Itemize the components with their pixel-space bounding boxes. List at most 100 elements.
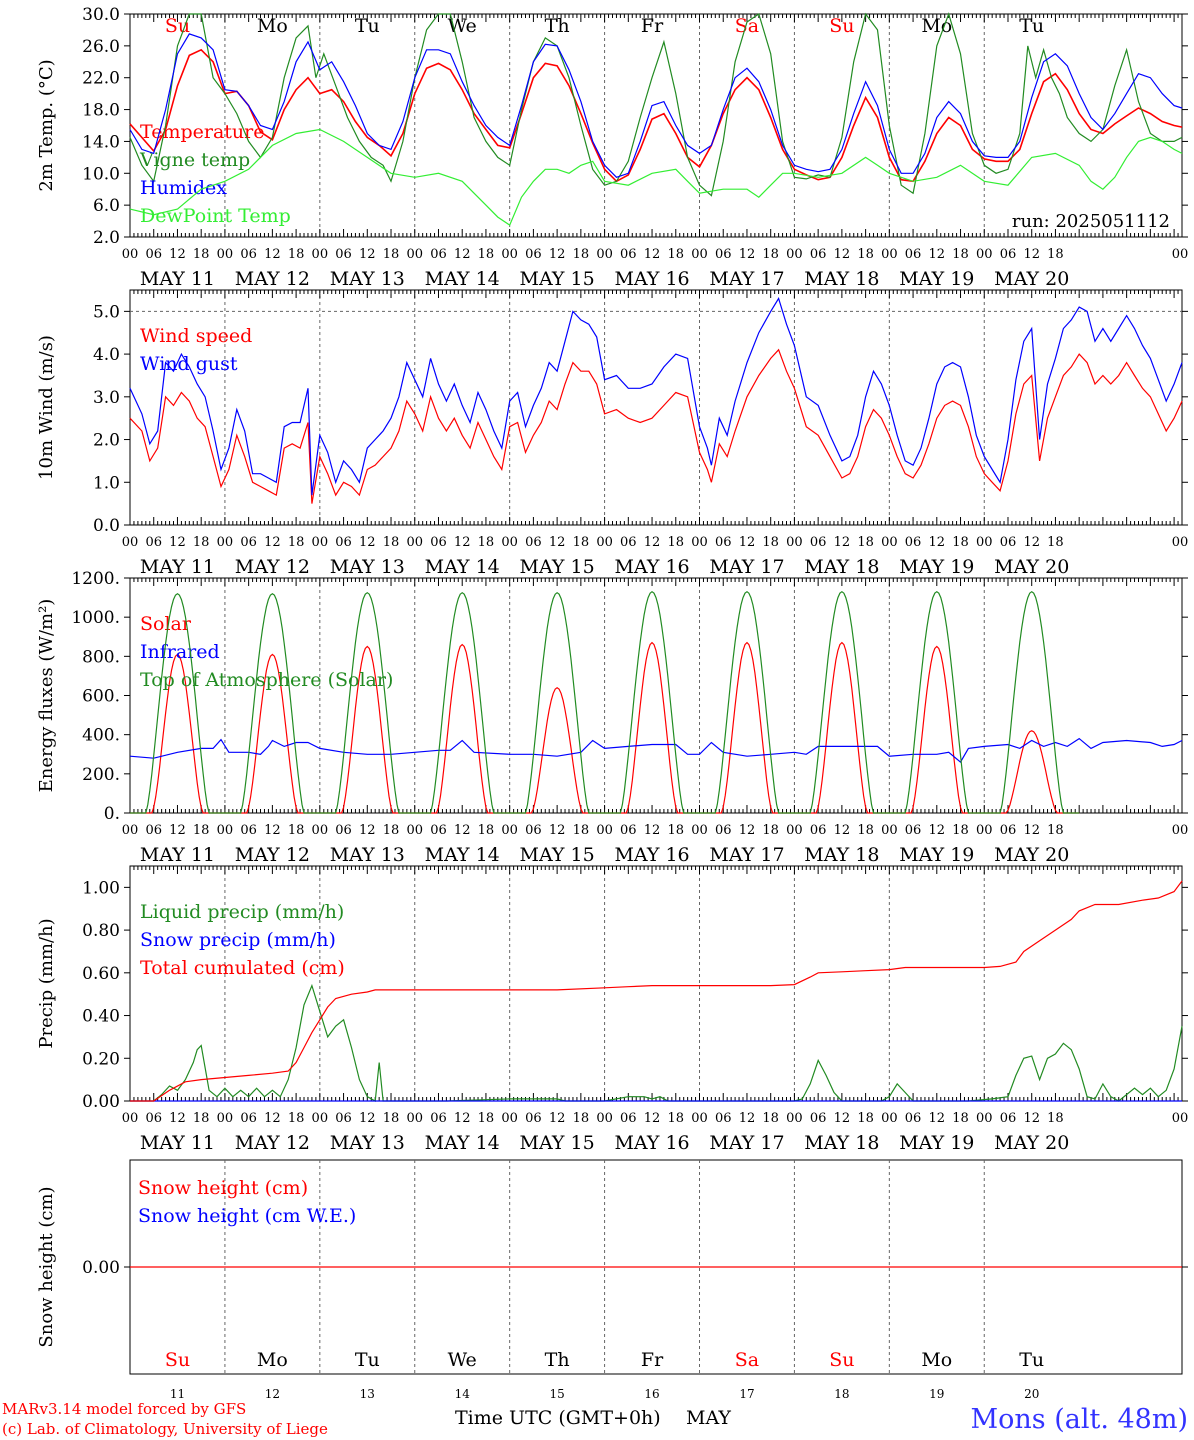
hour-label: 18 xyxy=(478,823,495,838)
hour-label: 12 xyxy=(929,247,946,262)
date-label: MAY 11 xyxy=(140,268,215,290)
hour-label: 18 xyxy=(857,823,874,838)
date-label: MAY 15 xyxy=(520,268,595,290)
date-label: MAY 19 xyxy=(899,1132,974,1154)
day-date-label: 11 xyxy=(170,1387,185,1401)
y-tick-label: 1000. xyxy=(71,608,120,628)
hour-label: 18 xyxy=(857,535,874,550)
date-label: MAY 16 xyxy=(614,268,689,290)
hour-label: 00 xyxy=(691,247,708,262)
hour-label: 00 xyxy=(406,247,423,262)
x-axis-title: Time UTC (GMT+0h) xyxy=(455,1407,661,1429)
hour-label: 12 xyxy=(549,535,566,550)
hour-label: 06 xyxy=(1000,247,1017,262)
y-tick-label: 0.60 xyxy=(82,964,120,984)
date-label: MAY 18 xyxy=(804,556,879,578)
date-label: MAY 16 xyxy=(614,556,689,578)
hour-label: 00 xyxy=(217,247,234,262)
date-label: MAY 12 xyxy=(235,556,310,578)
hour-label: 06 xyxy=(430,535,447,550)
hour-label: 06 xyxy=(335,535,352,550)
date-label: MAY 13 xyxy=(330,268,405,290)
date-label: MAY 13 xyxy=(330,556,405,578)
date-label: MAY 20 xyxy=(994,844,1069,866)
day-date-label: 15 xyxy=(549,1387,564,1401)
legend-entry: Snow height (cm) xyxy=(138,1177,308,1199)
series-infrared xyxy=(129,737,1183,764)
y-tick-label: 3.0 xyxy=(93,388,120,408)
hour-label: 00 xyxy=(691,823,708,838)
weekday-label: Sa xyxy=(735,15,759,37)
legend-entry: Infrared xyxy=(140,641,220,663)
weekday-label: Su xyxy=(829,1349,854,1371)
hour-label: 18 xyxy=(952,823,969,838)
day-date-label: 16 xyxy=(644,1387,659,1401)
legend-entry: DewPoint Temp xyxy=(140,205,291,227)
hour-label: 12 xyxy=(454,535,471,550)
weekday-label: Tu xyxy=(1019,1349,1044,1371)
hour-label: 00 xyxy=(312,1111,329,1126)
date-label: MAY 17 xyxy=(709,1132,784,1154)
plot-frame xyxy=(129,289,1183,526)
hour-label: 00 xyxy=(501,823,518,838)
hour-label: 06 xyxy=(430,247,447,262)
hour-label: 12 xyxy=(929,1111,946,1126)
hour-label: 18 xyxy=(573,247,590,262)
hour-label: 12 xyxy=(834,1111,851,1126)
hour-label: 12 xyxy=(169,247,186,262)
hour-label: 00 xyxy=(122,247,139,262)
legend-entry: Snow height (cm W.E.) xyxy=(138,1205,356,1227)
weekday-label: Su xyxy=(165,15,190,37)
date-label: MAY 19 xyxy=(899,556,974,578)
hour-label: 12 xyxy=(739,1111,756,1126)
hour-label: 00 xyxy=(596,823,613,838)
hour-label: 00 xyxy=(786,1111,803,1126)
weekday-label: Mo xyxy=(257,15,288,37)
day-date-label: 20 xyxy=(1024,1387,1039,1401)
date-label: MAY 18 xyxy=(804,844,879,866)
hour-label: 00 xyxy=(976,1111,993,1126)
hour-label: 18 xyxy=(573,1111,590,1126)
hour-label: 00 xyxy=(406,823,423,838)
date-label: MAY 15 xyxy=(520,844,595,866)
hour-label: 12 xyxy=(264,1111,281,1126)
hour-label: 00 xyxy=(976,247,993,262)
y-tick-label: 30.0 xyxy=(82,5,120,25)
hour-label: 06 xyxy=(620,535,637,550)
hour-label: 00 xyxy=(881,1111,898,1126)
y-tick-label: 22.0 xyxy=(82,69,120,89)
y-axis-label: Precip (mm/h) xyxy=(36,918,57,1048)
hour-label: 12 xyxy=(264,247,281,262)
date-label: MAY 12 xyxy=(235,268,310,290)
hour-label: 12 xyxy=(549,247,566,262)
y-tick-label: 1.00 xyxy=(82,878,120,898)
hour-label: 06 xyxy=(240,1111,257,1126)
weekday-label: Fr xyxy=(641,1349,664,1371)
panel-5: 0.00 Snow height (cm) Su Mo Tu We Th Fr Sa Su Mo Tu… xyxy=(36,1159,1188,1401)
y-tick-label: 1.0 xyxy=(93,473,120,493)
hour-label: 00 xyxy=(881,823,898,838)
y-tick-label: 14.0 xyxy=(82,132,120,152)
hour-label: 06 xyxy=(240,247,257,262)
legend-entry: Liquid precip (mm/h) xyxy=(140,901,344,923)
date-label: MAY 15 xyxy=(520,556,595,578)
hour-label: 06 xyxy=(620,823,637,838)
hour-label: 18 xyxy=(288,247,305,262)
hour-label: 06 xyxy=(620,1111,637,1126)
date-label: MAY 14 xyxy=(425,556,500,578)
legend-entry: Snow precip (mm/h) xyxy=(140,929,336,951)
legend-entry: Vigne temp xyxy=(139,149,250,171)
series-vigne-temp xyxy=(129,12,1183,197)
series-dewpoint-temp xyxy=(129,128,1183,227)
day-date-label: 18 xyxy=(834,1387,849,1401)
y-tick-label: 2.0 xyxy=(93,431,120,451)
hour-label: 06 xyxy=(240,823,257,838)
y-tick-label: 1200. xyxy=(71,569,120,589)
hour-label: 12 xyxy=(549,823,566,838)
hour-label: 00 xyxy=(881,247,898,262)
run-label: run: 2025051112 xyxy=(1012,211,1170,232)
date-label: MAY 11 xyxy=(140,556,215,578)
weekday-label: Su xyxy=(829,15,854,37)
hour-label: 06 xyxy=(335,1111,352,1126)
hour-label: 06 xyxy=(810,535,827,550)
